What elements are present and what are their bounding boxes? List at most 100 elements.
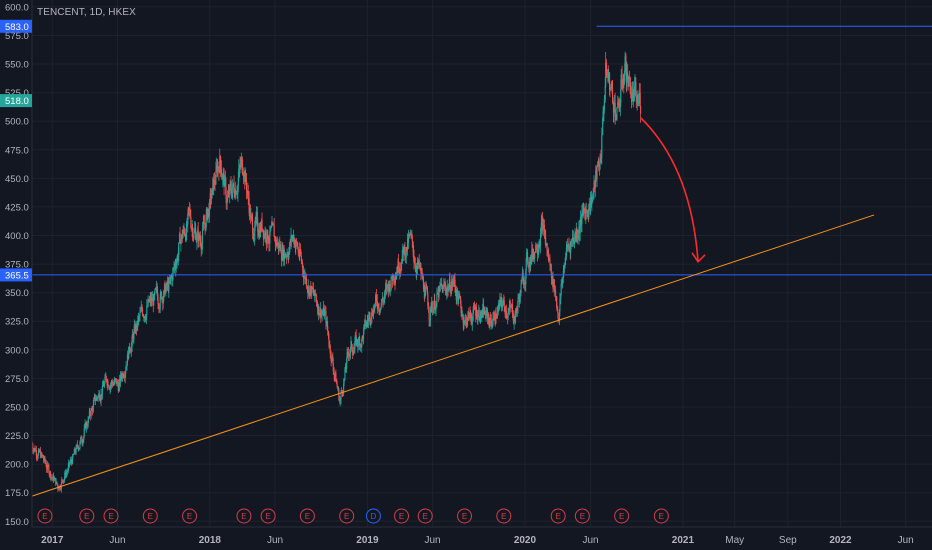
candle-body [56,481,58,484]
y-tick-label: 500.0 [5,117,29,128]
candle-body [205,219,207,230]
trendline[interactable] [31,214,875,497]
candle-body [635,82,637,96]
candle-body [236,193,238,195]
candle-body [565,248,567,258]
candle-body [454,279,456,288]
candle-body [621,80,624,85]
candle-body [155,288,157,289]
candle-body [215,170,217,185]
candle-body [118,386,120,391]
candle-body [361,335,363,340]
candle-body [491,325,493,327]
candle-body [223,179,226,187]
event-marker-icon [182,508,198,524]
candle-body [287,254,289,256]
time-axis[interactable]: 2017 Jun 2018 Jun 2019 Jun 2020 Jun 2021 May Sep 20… [32,526,932,546]
event-marker-icon [37,508,53,524]
candle-body [354,341,356,349]
candle-body [243,171,245,177]
candle-body [163,291,165,302]
candle-body [608,72,610,79]
candle-body [271,226,273,228]
candle-body [176,257,179,260]
candle-body [74,449,76,452]
candle-body [542,225,544,232]
x-tick-label: Sep [779,535,797,546]
candle-body [404,246,406,257]
price-axis[interactable]: 150.0 175.0 200.0 225.0 250.0 275.0 300.0 325.0… [0,0,33,528]
candle-body [479,311,482,323]
candle-body [600,157,602,162]
candle-body [58,486,60,491]
candle-body [108,387,110,390]
candle-body [265,231,267,239]
candle-body [273,225,275,237]
curved-arrow[interactable] [640,117,699,262]
candle-body [279,244,281,249]
candle-body [194,229,196,232]
event-marker-icon [653,508,669,524]
candle-body [541,216,543,223]
candle-body [290,235,292,240]
candle-body [190,216,192,227]
candle-body [40,453,42,458]
candle-body [43,457,45,461]
candle-body [546,250,548,254]
candle-body [457,290,459,294]
candle-body [425,287,428,289]
candle-body [175,264,177,270]
candle-body [197,229,199,241]
candle-body [568,245,570,247]
candle-body [158,308,160,310]
candle-body [160,291,163,299]
candle-body [100,394,102,402]
candle-body [323,307,325,316]
candle-body [141,307,143,310]
candle-body [84,423,87,429]
event-marker-icon [393,508,409,524]
candle-body [414,262,416,264]
x-tick-label: 2021 [672,535,695,546]
y-tick-label: 200.0 [5,460,29,471]
candle-body [156,286,158,292]
candle-body [425,287,427,293]
candle-body [34,450,37,452]
candle-body [299,249,302,254]
candle-body [557,312,559,320]
candle-body [182,229,184,237]
candle-body [92,404,94,411]
candle-body [525,259,527,272]
candle-body [539,233,542,247]
candle-body [148,300,150,302]
candle-body [467,311,469,319]
candle-body [339,399,341,403]
candle-body [545,237,547,246]
candle-body [284,253,286,257]
candle-body [431,302,433,309]
candle-body [33,448,35,451]
x-tick-label: 2019 [356,535,379,546]
candle-body [527,259,529,266]
drawing-overlays[interactable] [31,25,932,497]
candle-body [264,231,266,237]
candle-body [116,381,119,384]
candle-body [351,346,353,352]
candle-body [283,253,286,259]
candle-body [337,387,339,391]
candle-body [347,352,349,356]
candle-body [628,76,630,87]
candle-body [472,310,474,320]
candle-body [382,299,384,303]
candle-body [151,298,153,302]
candle-body [225,194,227,204]
candle-body [252,218,254,234]
candle-body [170,277,172,279]
event-marker-label: E [84,512,89,521]
candle-body [253,239,255,241]
candle-body [626,72,628,83]
candle-body [476,309,478,318]
candle-body [460,304,462,313]
candle-body [278,244,280,249]
